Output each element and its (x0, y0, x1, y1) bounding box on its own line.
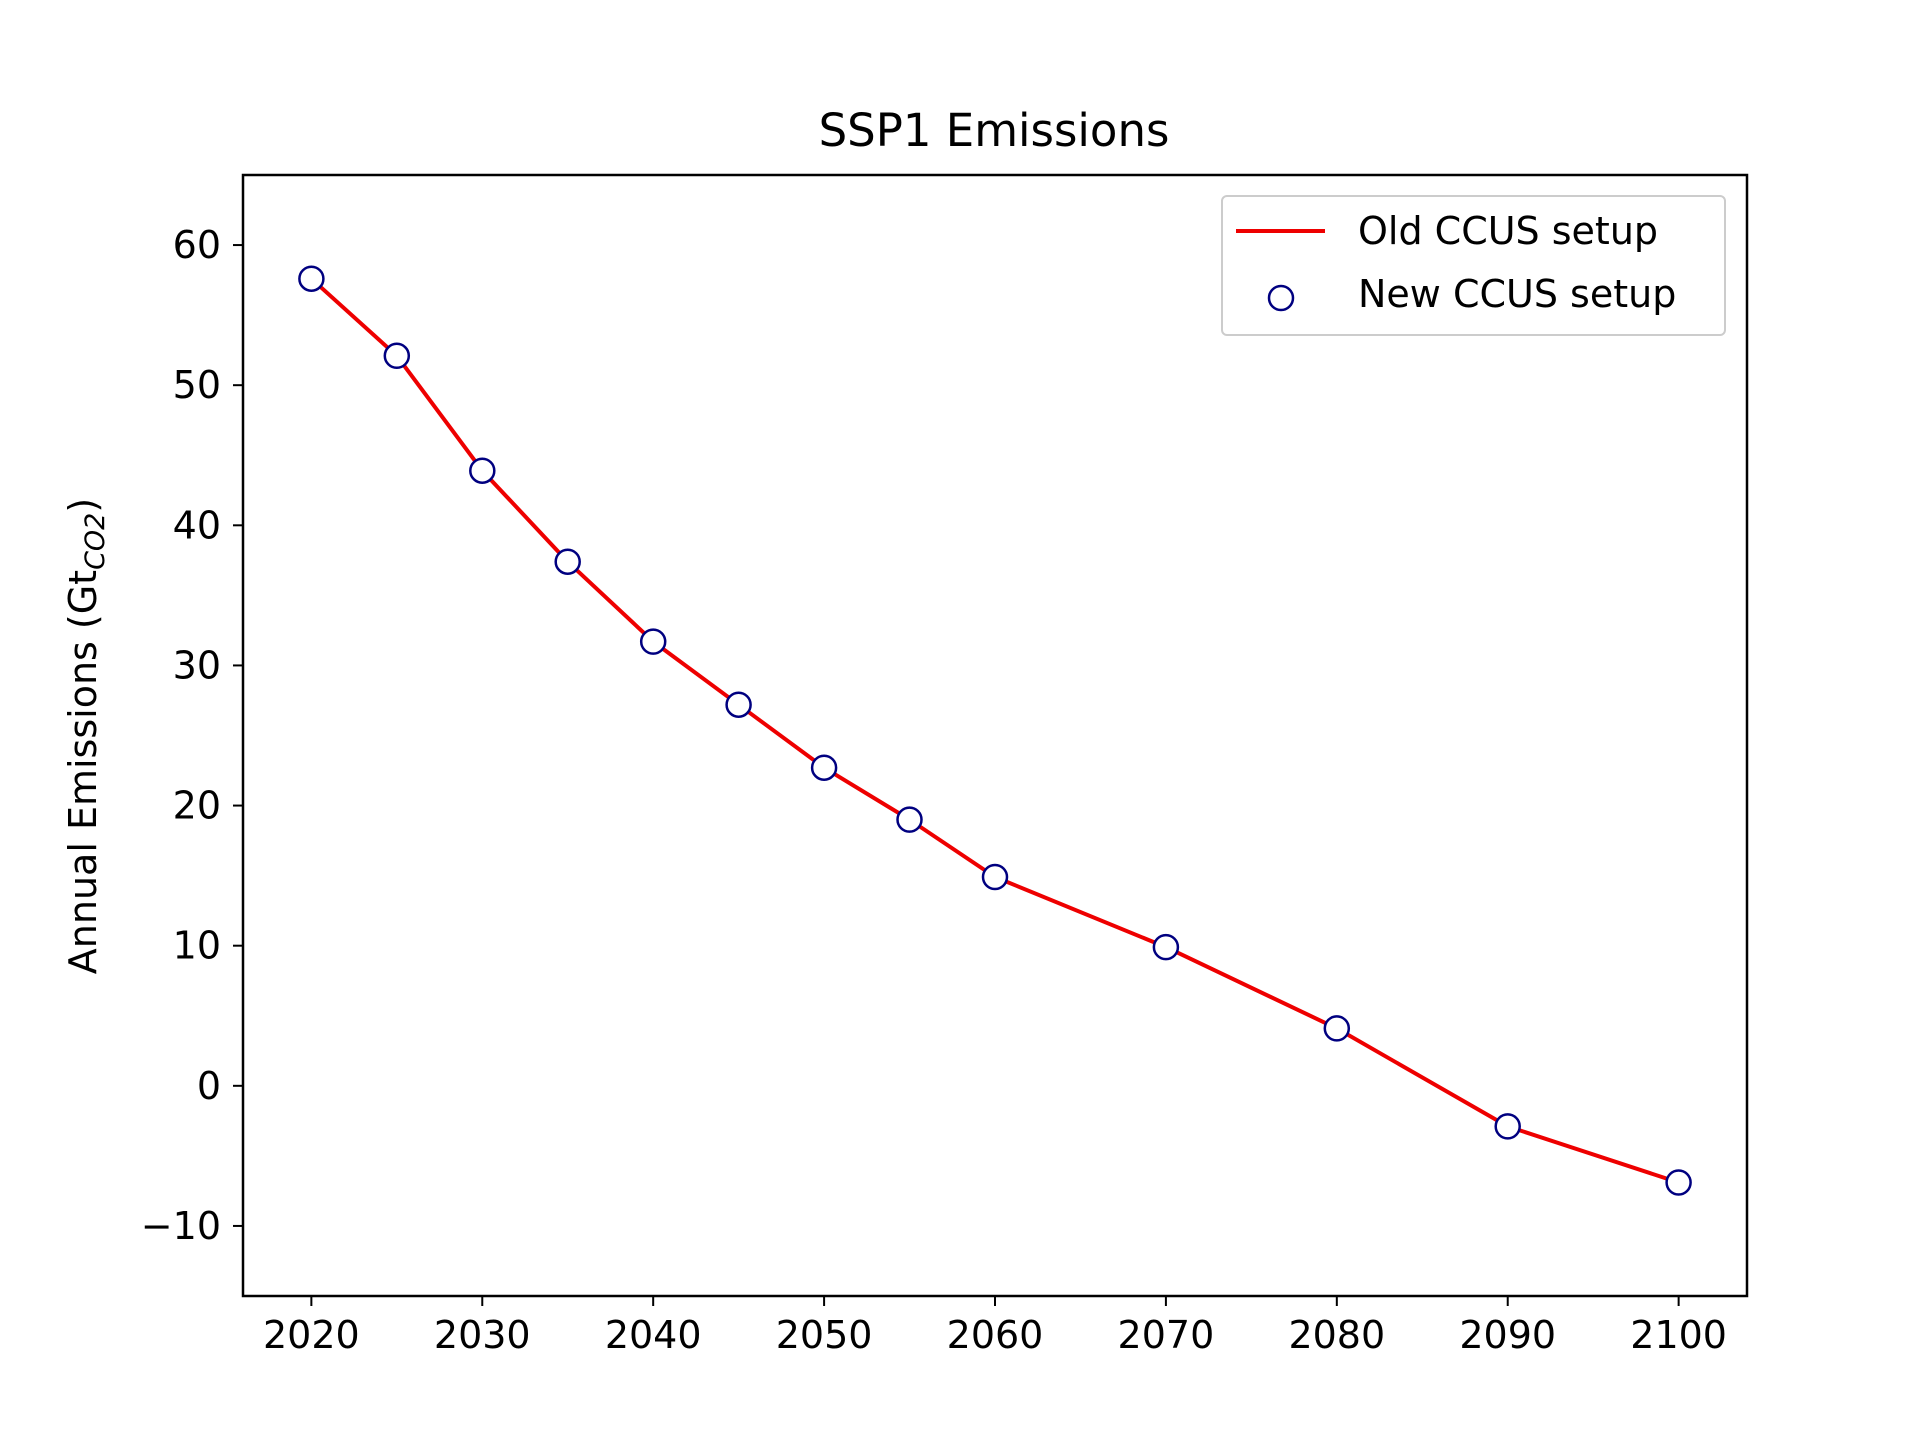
data-point-new-ccus (298, 265, 325, 292)
y-tick-label: 60 (173, 223, 221, 267)
x-tick-label: 2080 (1288, 1313, 1385, 1357)
data-point-new-ccus (896, 806, 923, 833)
y-tick-label: 0 (197, 1064, 221, 1108)
data-point-new-ccus (1152, 933, 1180, 961)
y-tick-label: −10 (141, 1204, 221, 1248)
legend-marker-swatch (1267, 284, 1295, 312)
legend: Old CCUS setup New CCUS setup (1221, 195, 1726, 336)
y-tick-label: 30 (173, 643, 221, 687)
x-tick-label: 2020 (263, 1313, 360, 1357)
x-tick-label: 2100 (1630, 1313, 1727, 1357)
y-axis-label-main: Annual Emissions (Gt (61, 570, 105, 974)
data-point-new-ccus (469, 457, 496, 484)
legend-label-old: Old CCUS setup (1358, 209, 1658, 253)
y-tick-label: 40 (173, 503, 221, 547)
x-tick-label: 2090 (1459, 1313, 1556, 1357)
data-point-new-ccus (1665, 1169, 1692, 1196)
x-axis: 2020 2030 2040 2050 2060 2070 2080 2090 2100 (263, 1296, 1727, 1357)
data-point-new-ccus (810, 754, 838, 781)
data-point-new-ccus (383, 342, 411, 370)
data-point-new-ccus (1494, 1113, 1521, 1140)
legend-label-new: New CCUS setup (1358, 272, 1676, 316)
data-point-new-ccus (981, 863, 1009, 891)
legend-frame (1221, 195, 1726, 336)
x-tick-label: 2040 (605, 1313, 702, 1357)
y-axis-label-subscript: CO2 (80, 513, 111, 570)
x-tick-label: 2060 (947, 1313, 1044, 1357)
x-tick-label: 2030 (434, 1313, 531, 1357)
y-axis-label: Annual Emissions (GtCO2) (61, 498, 111, 974)
plot-area (298, 265, 1692, 1196)
y-tick-label: 10 (173, 924, 221, 968)
y-axis-label-close: ) (61, 498, 105, 513)
chart-title: SSP1 Emissions (819, 104, 1170, 157)
y-tick-label: 20 (173, 784, 221, 828)
x-tick-label: 2050 (776, 1313, 873, 1357)
y-tick-label: 50 (173, 363, 221, 407)
x-tick-label: 2070 (1118, 1313, 1215, 1357)
y-axis: −10 0 10 20 30 40 50 60 (141, 223, 243, 1248)
data-point-new-ccus (1323, 1015, 1351, 1042)
data-point-new-ccus (725, 691, 752, 718)
data-point-new-ccus (639, 628, 667, 655)
data-point-new-ccus (554, 548, 581, 575)
